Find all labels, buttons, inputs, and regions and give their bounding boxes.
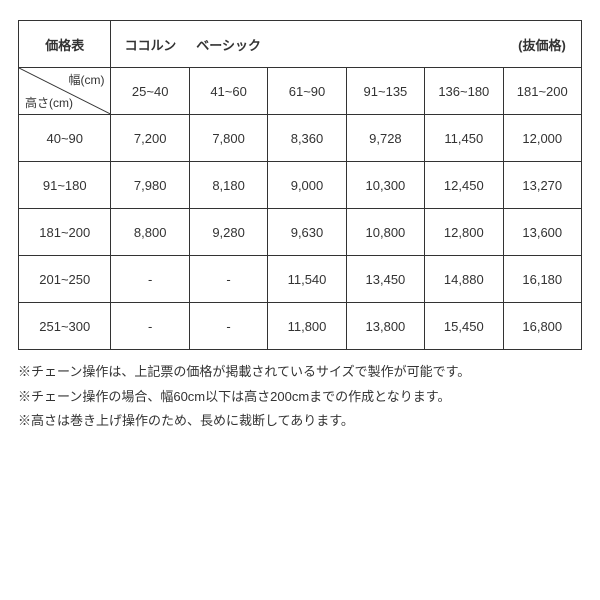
price-cell: 9,728 [346,115,424,162]
price-cell: - [111,256,189,303]
header-col-5 [425,21,503,68]
height-row-label: 181~200 [19,209,111,256]
price-cell: 13,270 [503,162,581,209]
price-cell: 13,450 [346,256,424,303]
note-line: ※高さは巻き上げ操作のため、長めに裁断してあります。 [18,409,582,434]
price-cell: 16,800 [503,303,581,350]
diagonal-header: 幅(cm) 高さ(cm) [19,68,111,115]
width-col-label: 61~90 [268,68,346,115]
price-cell: 12,450 [425,162,503,209]
height-axis-label: 高さ(cm) [25,94,73,111]
price-cell: - [111,303,189,350]
header-col-2: ベーシック [189,21,267,68]
price-cell: 8,360 [268,115,346,162]
note-line: ※チェーン操作は、上記票の価格が掲載されているサイズで製作が可能です。 [18,360,582,385]
table-row: 201~250 - - 11,540 13,450 14,880 16,180 [19,256,582,303]
price-cell: 12,000 [503,115,581,162]
width-axis-label: 幅(cm) [68,71,104,88]
height-row-label: 91~180 [19,162,111,209]
price-cell: 16,180 [503,256,581,303]
price-cell: 13,600 [503,209,581,256]
header-row-2: 幅(cm) 高さ(cm) 25~40 41~60 61~90 91~135 13… [19,68,582,115]
height-row-label: 201~250 [19,256,111,303]
price-cell: 8,800 [111,209,189,256]
price-cell: - [189,256,267,303]
price-cell: 10,800 [346,209,424,256]
note-line: ※チェーン操作の場合、幅60cm以下は高さ200cmまでの作成となります。 [18,385,582,410]
price-cell: 7,200 [111,115,189,162]
price-cell: 8,180 [189,162,267,209]
price-cell: 9,000 [268,162,346,209]
header-col-1: ココルン [111,21,189,68]
price-cell: 9,630 [268,209,346,256]
header-col-4 [346,21,424,68]
table-row: 91~180 7,980 8,180 9,000 10,300 12,450 1… [19,162,582,209]
width-col-label: 41~60 [189,68,267,115]
price-cell: 13,800 [346,303,424,350]
header-col-3 [268,21,346,68]
price-table-container: 価格表 ココルン ベーシック (抜価格) 幅(cm) 高さ(cm) 25~40 … [0,0,600,434]
table-row: 181~200 8,800 9,280 9,630 10,800 12,800 … [19,209,582,256]
width-col-label: 136~180 [425,68,503,115]
price-table: 価格表 ココルン ベーシック (抜価格) 幅(cm) 高さ(cm) 25~40 … [18,20,582,350]
notes-block: ※チェーン操作は、上記票の価格が掲載されているサイズで製作が可能です。 ※チェー… [18,360,582,434]
table-title: 価格表 [19,21,111,68]
table-row: 40~90 7,200 7,800 8,360 9,728 11,450 12,… [19,115,582,162]
price-cell: 9,280 [189,209,267,256]
price-cell: 11,540 [268,256,346,303]
price-cell: 7,800 [189,115,267,162]
width-col-label: 181~200 [503,68,581,115]
price-cell: - [189,303,267,350]
header-row-1: 価格表 ココルン ベーシック (抜価格) [19,21,582,68]
price-cell: 11,450 [425,115,503,162]
price-cell: 7,980 [111,162,189,209]
table-row: 251~300 - - 11,800 13,800 15,450 16,800 [19,303,582,350]
header-col-6: (抜価格) [503,21,581,68]
price-cell: 11,800 [268,303,346,350]
height-row-label: 40~90 [19,115,111,162]
price-cell: 15,450 [425,303,503,350]
width-col-label: 91~135 [346,68,424,115]
price-cell: 14,880 [425,256,503,303]
width-col-label: 25~40 [111,68,189,115]
price-cell: 12,800 [425,209,503,256]
height-row-label: 251~300 [19,303,111,350]
price-cell: 10,300 [346,162,424,209]
